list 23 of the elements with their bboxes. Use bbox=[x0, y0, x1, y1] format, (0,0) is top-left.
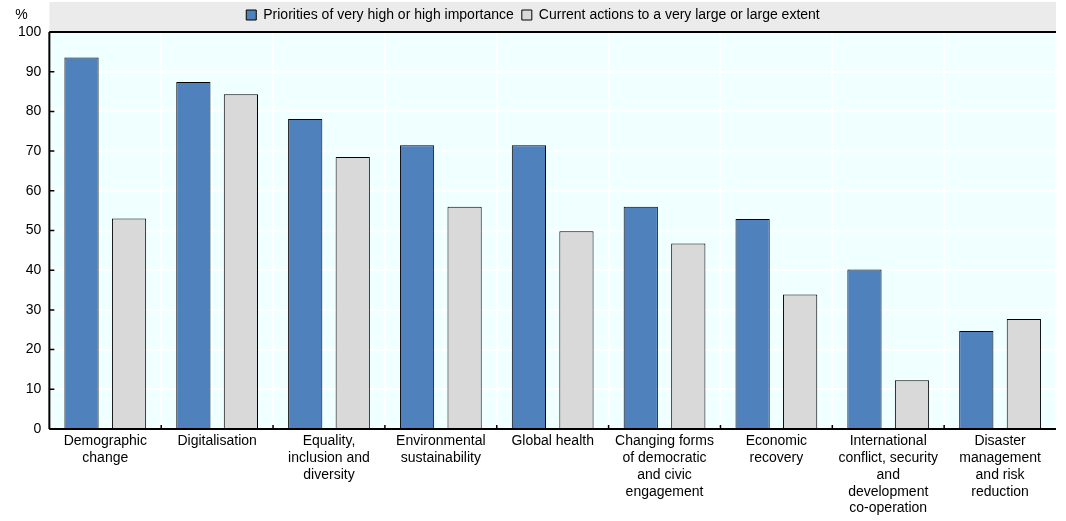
legend-label: Current actions to a very large or large extent bbox=[538, 5, 820, 22]
x-tick-label: Digitalisation bbox=[177, 432, 257, 449]
x-tick-label: Environmental sustainability bbox=[396, 432, 486, 466]
y-tick-label: 50 bbox=[25, 221, 42, 238]
x-tick-label: Demographic change bbox=[63, 432, 147, 466]
x-tick-label: International conflict, security and development co-operation bbox=[838, 432, 939, 516]
x-tick-label: Disaster management and risk reduction bbox=[959, 432, 1042, 499]
x-tick-label: Global health bbox=[511, 432, 594, 449]
x-tick-label: Equality, inclusion and diversity bbox=[288, 432, 370, 482]
y-tick-label: 60 bbox=[25, 181, 42, 198]
x-tick-label: Changing forms of democratic and civic engagement bbox=[615, 432, 714, 499]
y-tick-label: 0 bbox=[33, 419, 42, 436]
y-tick-label: 90 bbox=[25, 62, 42, 79]
y-tick-label: 30 bbox=[25, 300, 42, 317]
y-tick-label: 100 bbox=[18, 22, 42, 39]
y-axis-title: % bbox=[15, 5, 28, 22]
legend-label: Priorities of very high or high importance bbox=[263, 5, 515, 22]
y-tick-label: 20 bbox=[25, 340, 42, 357]
y-tick-label: 80 bbox=[25, 102, 42, 119]
y-tick-label: 70 bbox=[25, 141, 42, 158]
x-tick-label: Economic recovery bbox=[745, 432, 808, 466]
y-tick-label: 40 bbox=[25, 261, 42, 278]
y-tick-label: 10 bbox=[25, 380, 42, 397]
